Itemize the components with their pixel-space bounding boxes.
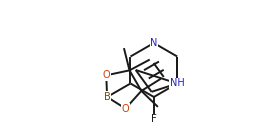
Text: O: O	[122, 104, 129, 114]
Text: B: B	[104, 92, 111, 102]
Text: NH: NH	[170, 79, 185, 88]
Text: O: O	[102, 70, 110, 80]
Text: F: F	[151, 114, 157, 124]
Text: N: N	[150, 38, 158, 48]
